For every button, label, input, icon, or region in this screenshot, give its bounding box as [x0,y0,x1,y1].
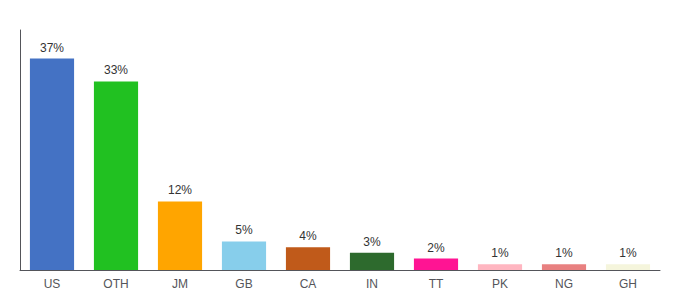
svg-text:TT: TT [429,277,444,291]
svg-text:NG: NG [555,277,573,291]
svg-text:12%: 12% [168,183,192,197]
svg-text:4%: 4% [299,229,317,243]
svg-text:2%: 2% [427,241,445,255]
svg-text:1%: 1% [491,246,509,260]
svg-text:33%: 33% [104,63,128,77]
svg-text:JM: JM [172,277,188,291]
svg-text:CA: CA [300,277,317,291]
svg-text:1%: 1% [619,246,637,260]
svg-text:5%: 5% [235,223,253,237]
svg-text:OTH: OTH [103,277,128,291]
svg-text:3%: 3% [363,235,381,249]
svg-text:37%: 37% [40,41,64,55]
svg-text:US: US [44,277,61,291]
svg-text:IN: IN [366,277,378,291]
svg-text:PK: PK [492,277,508,291]
svg-text:GH: GH [619,277,637,291]
svg-text:GB: GB [235,277,252,291]
svg-text:1%: 1% [555,246,573,260]
